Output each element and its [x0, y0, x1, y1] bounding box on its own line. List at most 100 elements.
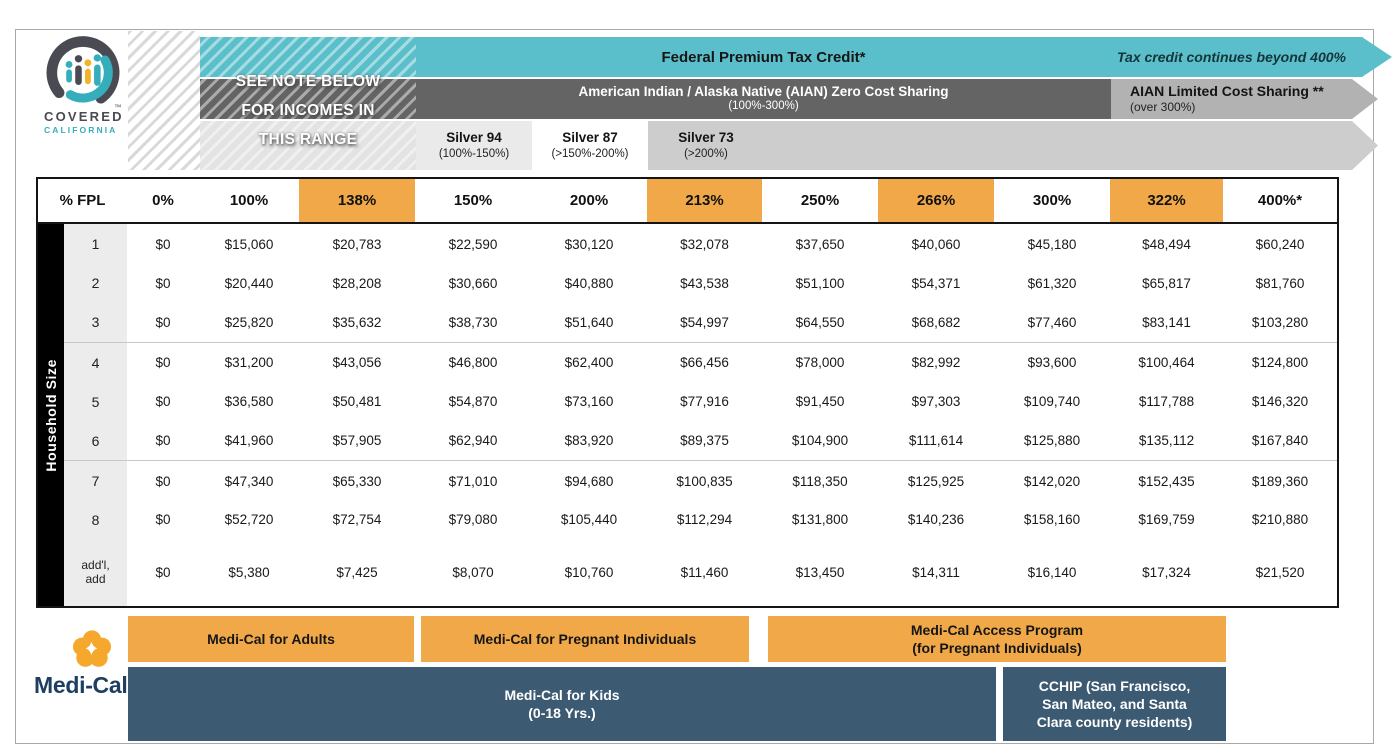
- income-cell: $100,464: [1138, 355, 1195, 371]
- fpl-column-header: 100%: [199, 179, 299, 224]
- california-label: CALIFORNIA: [44, 125, 118, 135]
- silver-band-hatched-segment: [200, 121, 416, 170]
- medical-access-label-line2: (for Pregnant Individuals): [912, 640, 1082, 656]
- aian-zero-cost-label: American Indian / Alaska Native (AIAN) Z…: [578, 84, 949, 99]
- income-cell: $97,303: [911, 394, 961, 410]
- income-cell: $41,960: [199, 420, 299, 462]
- fpl-column-header-highlighted: 322%: [1110, 179, 1223, 224]
- table-row: add'l, add $0 $5,380 $7,425 $8,070 $10,760 $11,…: [38, 539, 1337, 606]
- income-cell: $83,920: [531, 420, 647, 462]
- income-cell: $54,997: [647, 302, 762, 344]
- income-cell: $131,800: [791, 512, 849, 528]
- row-label: 5: [64, 382, 127, 421]
- income-cell: $66,456: [680, 355, 729, 371]
- medical-adults-bar: Medi-Cal for Adults: [128, 616, 414, 662]
- income-cell: $21,520: [1255, 565, 1305, 581]
- aian-limited-label-group: AIAN Limited Cost Sharing ** (over 300%): [1130, 79, 1370, 119]
- income-cell: $30,660: [448, 275, 498, 291]
- income-cell: $117,788: [1138, 394, 1195, 410]
- tax-credit-beyond-400-note: Tax credit continues beyond 400%: [1117, 49, 1346, 65]
- income-cell: $11,460: [680, 565, 729, 581]
- income-cell: $64,550: [762, 302, 878, 344]
- fpl-column-header: 400%*: [1223, 179, 1337, 224]
- medical-wordmark: Medi-Cal: [34, 672, 128, 698]
- income-cell: $158,160: [1023, 512, 1081, 528]
- income-cell: $28,208: [332, 275, 382, 291]
- income-cell: $51,640: [531, 302, 647, 344]
- medical-poppy-icon: [70, 628, 114, 672]
- income-cell: $79,080: [448, 512, 498, 528]
- income-cell: $45,180: [1027, 236, 1077, 252]
- row-label: add'l, add: [64, 539, 127, 606]
- table-row: 8 $0 $52,720 $72,754 $79,080 $105,440 $112,294…: [38, 500, 1337, 540]
- income-cell: $189,360: [1251, 473, 1309, 489]
- row-label-line: 8: [91, 511, 100, 528]
- fpl-column-header: 200%: [531, 179, 647, 224]
- row-label-line: 7: [91, 473, 100, 489]
- income-cell: $25,820: [199, 302, 299, 344]
- income-cell: $65,817: [1142, 275, 1191, 291]
- income-cell: $0: [155, 565, 171, 581]
- row-label-line: add'l,: [81, 557, 110, 572]
- fpl-column-header: 150%: [415, 179, 531, 224]
- row-label-line: add: [85, 571, 106, 586]
- see-note-line: THIS RANGE: [258, 131, 358, 148]
- income-cell: $5,380: [228, 565, 270, 581]
- income-cell: $0: [155, 275, 171, 291]
- income-cell: $43,538: [680, 275, 729, 291]
- income-cell: $54,870: [448, 394, 498, 410]
- income-table: % FPL 0% 100% 138% 150% 200% 213% 250% 2…: [38, 179, 1337, 606]
- income-cell: $109,740: [1023, 394, 1081, 410]
- aian-zero-cost-segment: [200, 79, 1111, 119]
- aian-limited-range: (over 300%): [1130, 100, 1196, 115]
- hatch-pattern-over-bands: [200, 31, 416, 170]
- income-cell: $0: [155, 473, 171, 489]
- income-cell: $72,754: [332, 512, 382, 528]
- row-label-line: 2: [91, 275, 100, 292]
- income-cell: $140,236: [907, 512, 965, 528]
- see-note-overlay: SEE NOTE BELOW FOR INCOMES IN THIS RANGE: [200, 31, 416, 170]
- income-cell: $57,905: [299, 420, 415, 462]
- income-cell: $37,650: [795, 236, 845, 252]
- medical-kids-bar: Medi-Cal for Kids (0-18 Yrs.): [128, 667, 996, 741]
- income-cell: $40,060: [911, 236, 961, 252]
- household-size-label: Household Size: [43, 358, 59, 472]
- income-cell: $31,200: [224, 355, 274, 371]
- table-row: 2 $0 $20,440 $28,208 $30,660 $40,880 $43,538 $5…: [38, 264, 1337, 303]
- row-label: 7: [64, 460, 127, 501]
- income-cell: $104,900: [762, 420, 878, 462]
- income-cell: $0: [127, 302, 199, 344]
- row-label: 6: [64, 420, 127, 462]
- row-label-line: 5: [91, 393, 100, 410]
- aian-zero-cost-range: (100%-300%): [728, 100, 799, 113]
- silver-87-label-group: Silver 87 (>150%-200%): [532, 121, 648, 170]
- income-cell: $169,759: [1138, 512, 1195, 528]
- income-cell: $71,010: [448, 473, 498, 489]
- federal-tax-credit-band: Federal Premium Tax Credit* Tax credit c…: [200, 37, 1392, 77]
- federal-tax-credit-label: Federal Premium Tax Credit*: [661, 48, 866, 66]
- income-cell: $36,580: [224, 394, 274, 410]
- row-label-line: 1: [91, 236, 100, 253]
- income-cell: $0: [155, 512, 171, 528]
- covered-california-logo-icon: ™: [42, 33, 124, 137]
- income-cell: $82,992: [911, 355, 961, 371]
- income-cell: $50,481: [332, 394, 382, 410]
- income-cell: $16,140: [1027, 565, 1077, 581]
- income-cell: $0: [155, 355, 171, 371]
- income-table-body: Household Size 1 $0 $15,060 $20,783 $22,590 $3…: [38, 223, 1337, 606]
- income-cell: $17,324: [1142, 565, 1191, 581]
- income-cell: $20,440: [224, 275, 274, 291]
- table-row: Household Size 1 $0 $15,060 $20,783 $22,590 $3…: [38, 223, 1337, 606]
- income-cell: $77,460: [994, 302, 1110, 344]
- medical-kids-label-line2: (0-18 Yrs.): [528, 705, 596, 721]
- fpl-column-header: 300%: [994, 179, 1110, 224]
- income-cell: $81,760: [1255, 275, 1305, 291]
- income-cell: $38,730: [415, 302, 531, 344]
- income-cell: $103,280: [1223, 302, 1337, 344]
- silver-73-range: (>200%): [684, 147, 728, 160]
- income-cell: $47,340: [224, 473, 274, 489]
- income-cell: $111,614: [878, 420, 994, 462]
- income-cell: $210,880: [1251, 512, 1309, 528]
- income-cell: $15,060: [224, 236, 274, 252]
